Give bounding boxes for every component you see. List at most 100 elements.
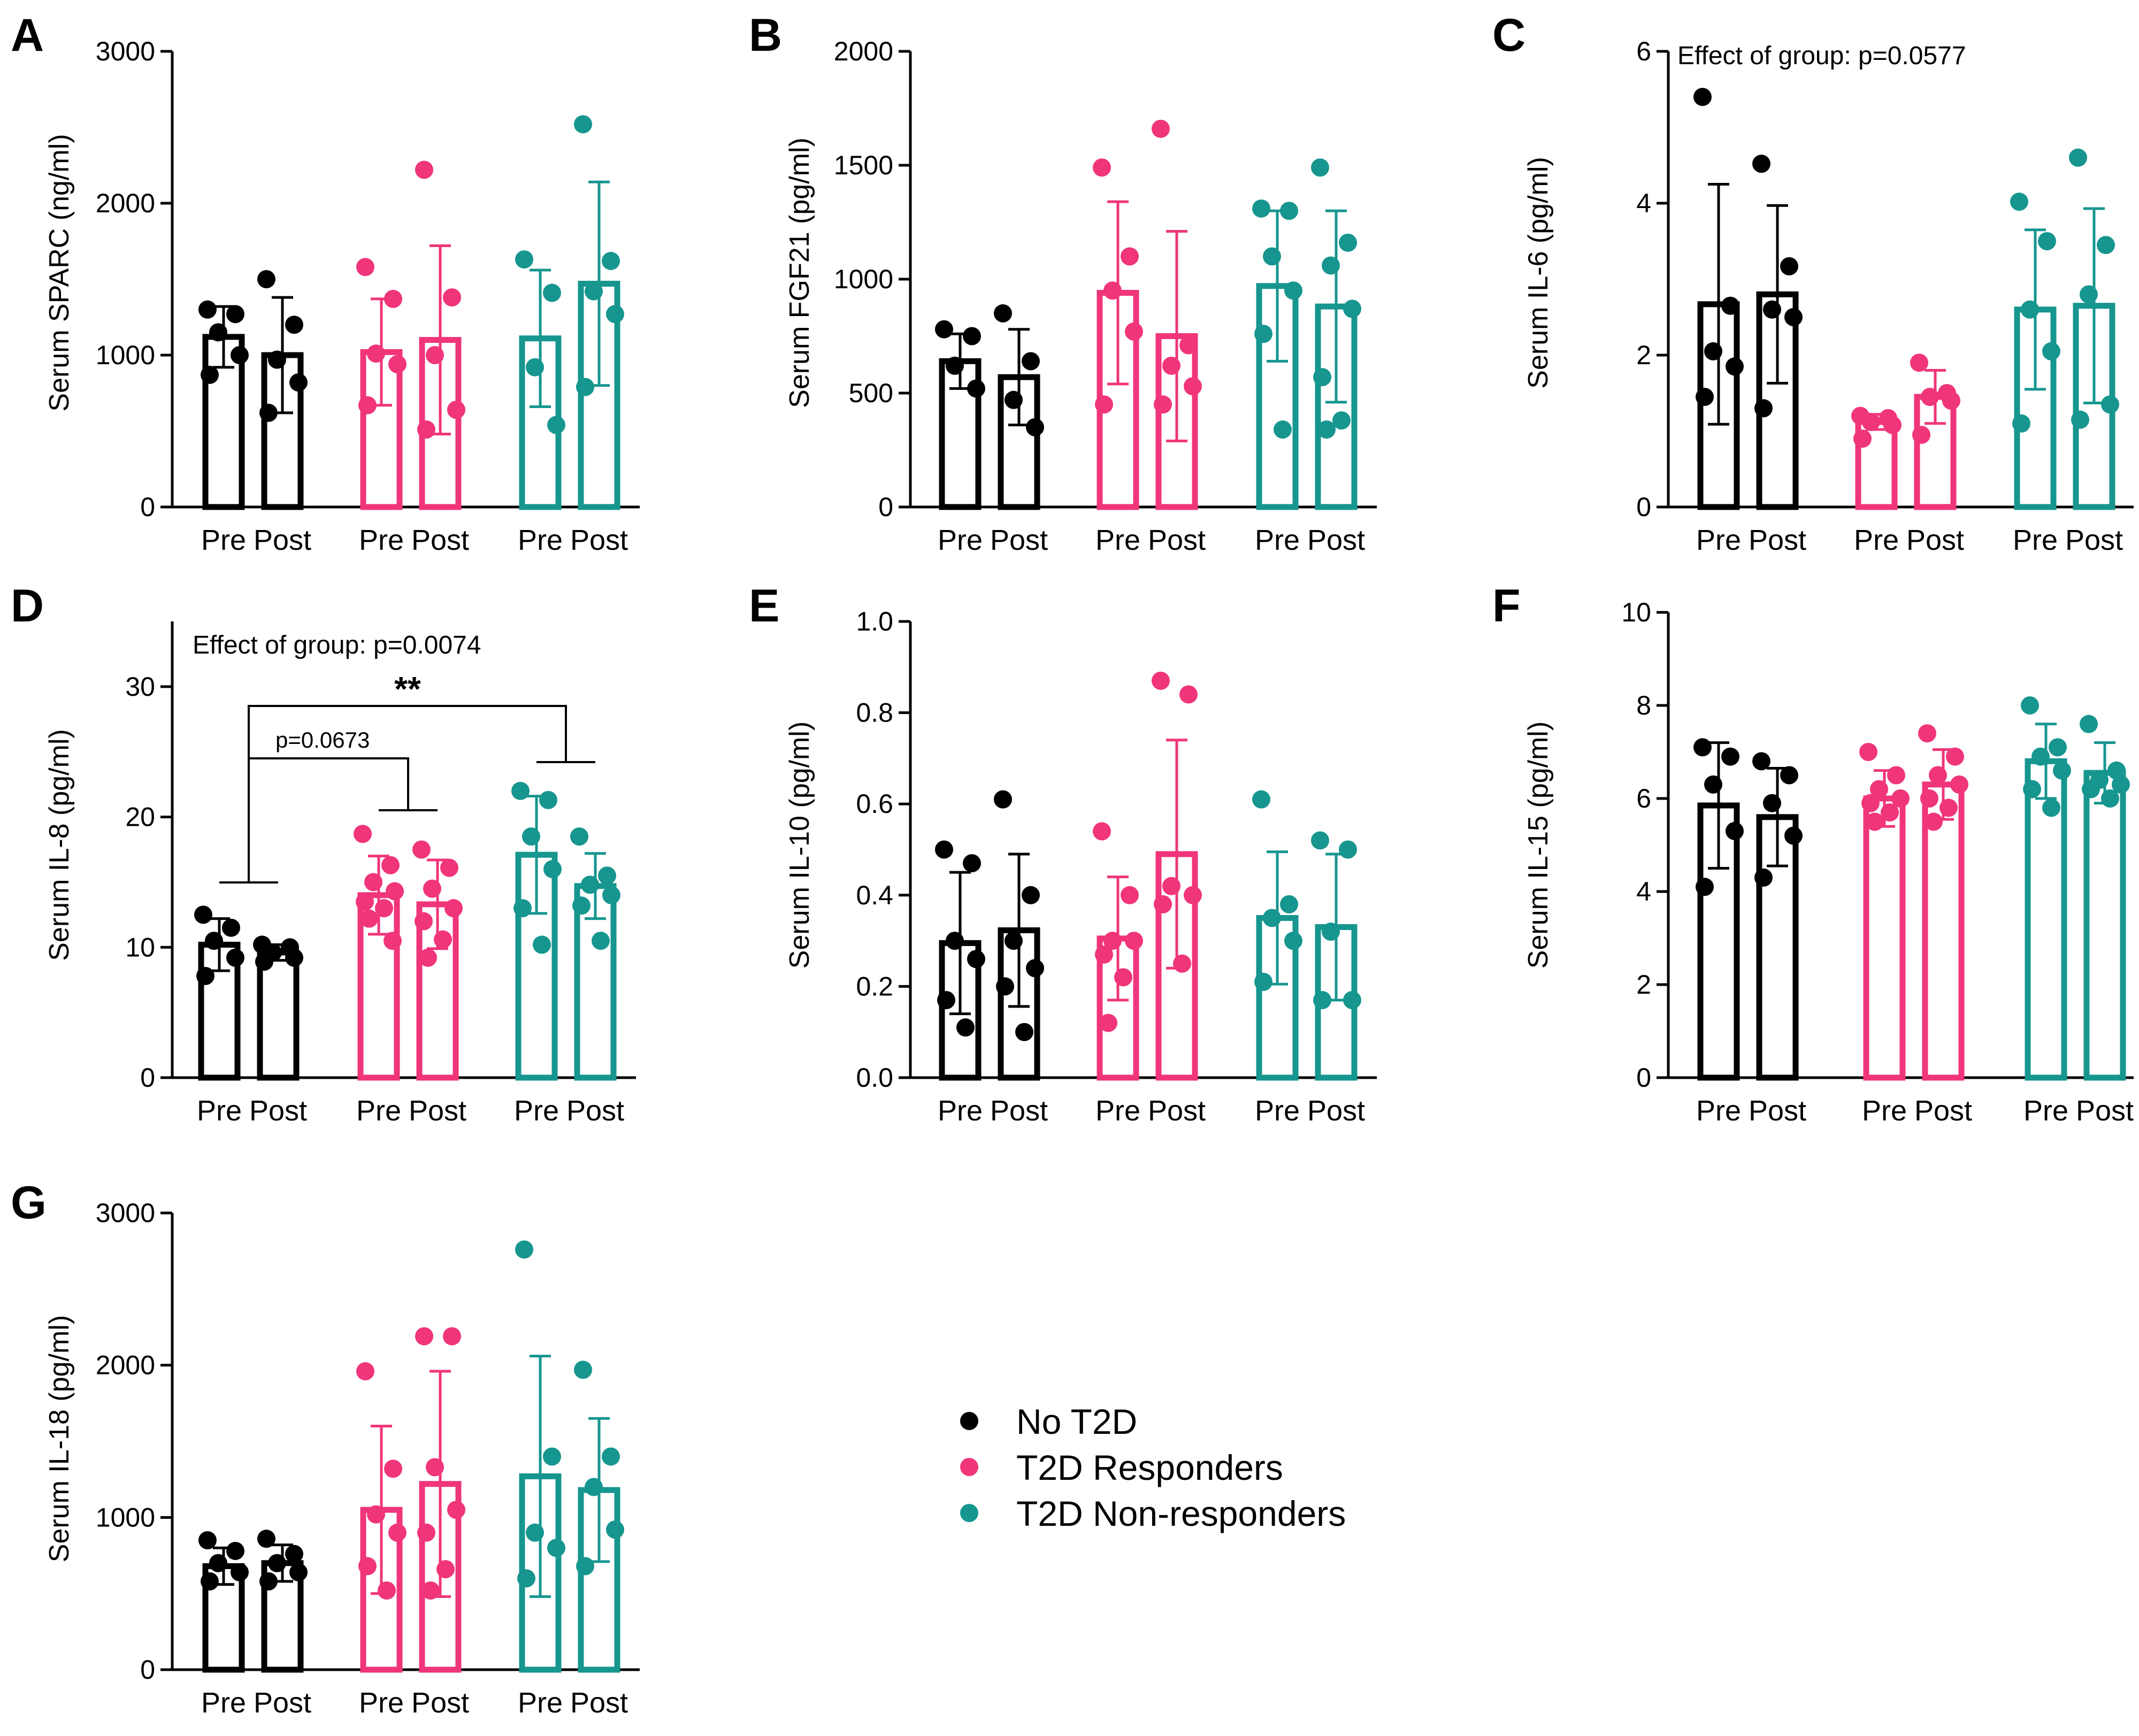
y-axis-label: Serum IL-15 (pg/ml) [1523,721,1554,969]
data-point [576,1557,594,1576]
data-point [375,899,393,918]
data-point [1252,199,1270,218]
data-point [572,896,591,915]
x-category-label: Pre [356,1095,401,1127]
bracket-no-t2d-vs-non-responders [248,705,567,762]
data-point [1179,336,1198,355]
panel-letter: B [749,10,782,61]
data-point [1280,202,1298,220]
y-tick-label: 0.4 [856,880,893,910]
data-point [1912,426,1930,444]
y-tick-label: 2 [1636,970,1651,1000]
x-category-label: Pre [1255,524,1300,556]
data-point [526,358,544,377]
data-point [2112,775,2130,794]
data-point [1696,388,1714,406]
x-category-label: Pre [197,1095,242,1127]
x-category-label: Post [254,524,311,556]
y-tick-label: 0.8 [856,698,893,728]
panel-e: E 0.0 0.2 0.4 0.6 0.8 1.0 Serum IL-10 (pg/ml) Pr… [749,580,1377,1127]
data-point [1946,747,1964,766]
data-point [2021,696,2039,715]
data-point [426,1458,444,1477]
data-point [2107,761,2126,780]
data-point [1093,158,1111,177]
legend-label-no-t2d: No T2D [1016,1402,1137,1441]
data-point [543,1447,561,1466]
y-tick-label: 0 [140,1063,155,1093]
data-point [1752,752,1770,771]
data-point [1284,932,1302,950]
y-tick-label: 2000 [834,36,893,66]
data-point [937,990,955,1009]
data-point [196,966,214,985]
data-point [1950,775,1968,794]
data-point [231,346,249,364]
data-point [2080,715,2098,733]
x-category-label: Post [570,524,628,556]
x-category-label: Pre [201,524,246,556]
x-category-label: Post [1148,1095,1206,1127]
data-point [1005,932,1023,950]
data-point [285,1545,303,1563]
y-tick-label: 1000 [834,264,893,294]
x-category-label: Post [1307,524,1365,556]
data-point [1015,1023,1033,1041]
data-point [1322,256,1340,275]
data-point [547,1539,565,1557]
data-point [384,289,402,308]
data-point [417,420,435,439]
y-axis-label: Serum FGF21 (pg/ml) [784,137,815,408]
x-category-label: Post [990,524,1048,556]
data-point [360,909,378,928]
data-point [2053,761,2071,780]
y-tick-label: 1000 [96,340,155,370]
data-point [2038,232,2056,250]
data-point [231,1563,249,1581]
x-category-label: Pre [1854,524,1899,556]
data-point [440,858,458,877]
x-category-label: Pre [518,1687,563,1719]
data-point [447,1501,465,1519]
data-point [1881,803,1899,822]
data-point [388,1523,407,1542]
data-point [421,1581,440,1600]
data-point [2080,285,2098,304]
bracket-no-t2d-vs-responders [248,757,409,882]
significance-stars: ** [394,670,421,708]
y-axis-label: Serum IL-18 (pg/ml) [44,1315,75,1562]
data-point [1022,352,1040,371]
data-point [419,948,437,967]
data-point [358,396,377,414]
x-category-label: Post [990,1095,1048,1127]
x-category-label: Post [254,1687,311,1719]
data-point [1726,821,1744,840]
y-axis-label: Serum SPARC (ng/ml) [44,134,75,411]
data-point [1322,923,1340,941]
data-point [1173,954,1191,973]
data-point [388,355,407,374]
legend-label-t2d-non-responders: T2D Non-responders [1016,1494,1346,1533]
data-point [963,327,981,345]
data-point [1274,420,1292,439]
data-point [198,300,217,319]
data-point [1921,388,1939,406]
data-point [1693,738,1712,757]
data-point [259,403,278,422]
data-point [268,350,286,369]
data-point [367,1505,385,1524]
data-point [1162,356,1180,375]
data-point [201,365,219,384]
y-tick-label: 1500 [834,150,893,180]
data-point [1942,391,1960,410]
data-point [1721,296,1739,315]
data-point [2010,193,2028,211]
data-point [1154,895,1172,913]
data-point [606,1520,624,1539]
data-point [289,373,308,392]
data-point [1311,831,1329,850]
y-tick-label: 0.6 [856,789,893,819]
data-point [364,873,382,892]
data-point [1254,325,1272,343]
